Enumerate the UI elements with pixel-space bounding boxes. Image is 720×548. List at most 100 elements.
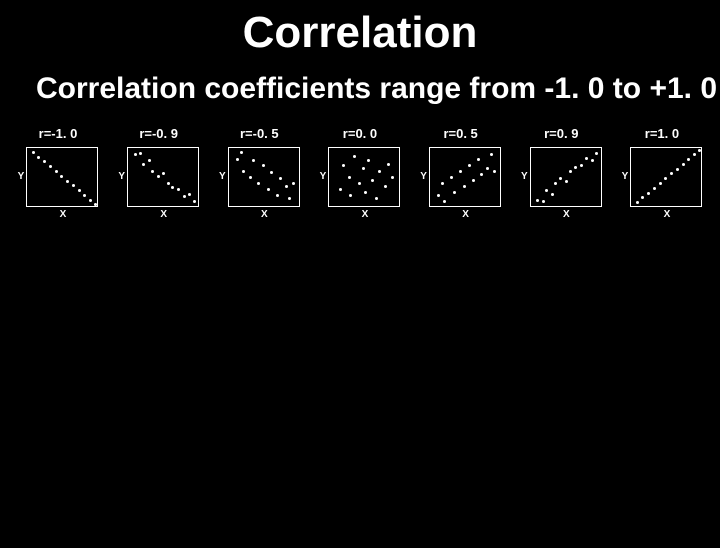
scatter-plot: [530, 147, 602, 207]
x-axis-label: X: [462, 209, 469, 220]
x-axis-label: X: [563, 209, 570, 220]
data-point: [242, 170, 245, 173]
data-point: [574, 166, 577, 169]
data-point: [493, 170, 496, 173]
data-point: [292, 182, 295, 185]
plot-wrap: Y: [420, 147, 501, 207]
y-axis-label: Y: [521, 171, 528, 182]
data-point: [236, 158, 239, 161]
data-point: [595, 152, 598, 155]
data-point: [37, 156, 40, 159]
x-axis-label: X: [664, 209, 671, 220]
data-point: [693, 153, 696, 156]
scatter-plot: [429, 147, 501, 207]
data-point: [134, 153, 137, 156]
data-point: [285, 185, 288, 188]
data-point: [193, 200, 196, 203]
chart-col-6: r=1. 0YX: [614, 126, 710, 220]
data-point: [148, 159, 151, 162]
data-point: [536, 199, 539, 202]
data-point: [364, 191, 367, 194]
data-point: [459, 170, 462, 173]
data-point: [441, 182, 444, 185]
data-point: [167, 182, 170, 185]
data-point: [32, 151, 35, 154]
plot-wrap: Y: [118, 147, 199, 207]
data-point: [647, 192, 650, 195]
data-point: [151, 170, 154, 173]
chart-col-4: r=0. 5 Y X: [413, 126, 509, 220]
y-axis-label: Y: [320, 171, 327, 182]
data-point: [387, 163, 390, 166]
data-point: [641, 196, 644, 199]
scatter-plot: [127, 147, 199, 207]
data-point: [288, 197, 291, 200]
data-point: [450, 176, 453, 179]
data-point: [443, 200, 446, 203]
data-point: [375, 197, 378, 200]
y-axis-label: Y: [18, 171, 25, 182]
data-point: [545, 189, 548, 192]
data-point: [585, 157, 588, 160]
chart-label: r=0. 5: [443, 126, 477, 141]
data-point: [682, 163, 685, 166]
chart-label: r=-0. 5: [240, 126, 279, 141]
data-point: [348, 176, 351, 179]
data-point: [252, 159, 255, 162]
data-point: [72, 184, 75, 187]
data-point: [279, 177, 282, 180]
x-axis-label: X: [160, 209, 167, 220]
chart-label: r=0. 0: [343, 126, 377, 141]
x-axis-label: X: [261, 209, 268, 220]
data-point: [183, 195, 186, 198]
data-point: [551, 193, 554, 196]
data-point: [89, 199, 92, 202]
data-point: [480, 173, 483, 176]
data-point: [43, 160, 46, 163]
data-point: [659, 182, 662, 185]
data-point: [463, 185, 466, 188]
data-point: [83, 194, 86, 197]
plot-wrap: Y: [219, 147, 300, 207]
data-point: [257, 182, 260, 185]
data-point: [391, 176, 394, 179]
data-point: [687, 158, 690, 161]
chart-col-0: r=-1. 0YX: [10, 126, 106, 220]
data-point: [477, 158, 480, 161]
data-point: [362, 167, 365, 170]
data-point: [249, 176, 252, 179]
chart-label: r=0. 9: [544, 126, 578, 141]
data-point: [78, 189, 81, 192]
data-point: [139, 152, 142, 155]
data-point: [698, 149, 701, 152]
data-point: [367, 159, 370, 162]
data-point: [60, 175, 63, 178]
plot-wrap: Y: [521, 147, 602, 207]
scatter-plot: [26, 147, 98, 207]
data-point: [437, 194, 440, 197]
y-axis-label: Y: [219, 171, 226, 182]
scatter-plot: [630, 147, 702, 207]
data-point: [653, 187, 656, 190]
data-point: [468, 164, 471, 167]
charts-row: r=-1. 0YXr=-0. 9YXr=-0. 5YXr=0. 0YXr=0. …: [0, 126, 720, 220]
data-point: [565, 180, 568, 183]
data-point: [453, 191, 456, 194]
y-axis-label: Y: [622, 171, 629, 182]
data-point: [676, 168, 679, 171]
chart-label: r=-0. 9: [139, 126, 178, 141]
y-axis-label: Y: [420, 171, 427, 182]
data-point: [339, 188, 342, 191]
x-axis-label: X: [362, 209, 369, 220]
data-point: [171, 186, 174, 189]
chart-label: r=-1. 0: [39, 126, 78, 141]
data-point: [142, 163, 145, 166]
data-point: [157, 175, 160, 178]
data-point: [580, 164, 583, 167]
chart-col-1: r=-0. 9 YX: [111, 126, 207, 220]
data-point: [472, 179, 475, 182]
data-point: [276, 194, 279, 197]
data-point: [670, 172, 673, 175]
chart-col-2: r=-0. 5 Y X: [211, 126, 307, 220]
data-point: [371, 179, 374, 182]
